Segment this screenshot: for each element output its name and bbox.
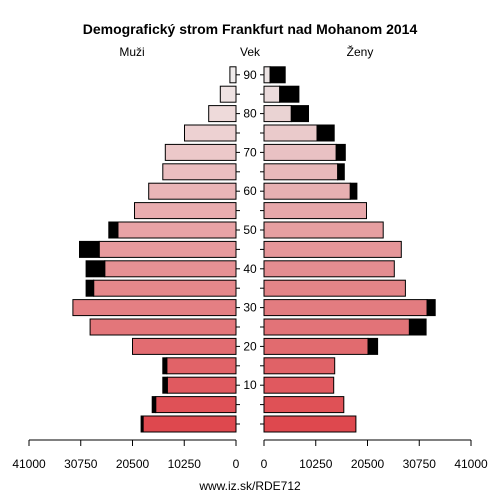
female-bar-75-79 — [263, 124, 318, 142]
male-bar-25-29 — [89, 318, 237, 336]
male-excess-bar-35-39 — [85, 279, 95, 297]
male-bar-85-89 — [219, 85, 237, 103]
female-excess-bar-20-24 — [367, 337, 379, 355]
x-tick-label-right: 10250 — [299, 457, 333, 471]
age-tick-label-10: 10 — [243, 378, 257, 392]
male-bar-0-4 — [142, 415, 237, 433]
male-bar-55-59 — [134, 202, 237, 220]
source-label: www.iz.sk/RDE712 — [198, 479, 301, 493]
age-tick-label-80: 80 — [243, 107, 257, 121]
bars-group — [72, 66, 436, 433]
male-bar-70-74 — [164, 143, 237, 161]
male-excess-bar-40-44 — [85, 260, 106, 278]
female-excess-bar-60-64 — [349, 182, 358, 200]
female-bar-90+ — [263, 66, 271, 84]
center-axis-label: Vek — [240, 45, 261, 59]
female-excess-bar-70-74 — [335, 143, 346, 161]
age-tick-label-40: 40 — [243, 262, 257, 276]
female-excess-bar-80-84 — [290, 105, 309, 123]
female-bar-70-74 — [263, 143, 337, 161]
x-tick-label-right: 30750 — [403, 457, 437, 471]
male-bar-5-9 — [155, 396, 237, 414]
left-series-label: Muži — [119, 45, 144, 59]
right-series-label: Ženy — [347, 44, 374, 59]
female-bar-30-34 — [263, 299, 428, 317]
female-bar-55-59 — [263, 202, 367, 220]
male-excess-bar-0-4 — [140, 415, 144, 433]
male-bar-50-54 — [117, 221, 237, 239]
male-excess-bar-10-14 — [162, 376, 168, 394]
female-bar-0-4 — [263, 415, 357, 433]
female-bar-15-19 — [263, 357, 336, 375]
female-excess-bar-30-34 — [426, 299, 436, 317]
female-excess-bar-90+ — [269, 66, 286, 84]
male-bar-90+ — [229, 66, 237, 84]
female-bar-5-9 — [263, 396, 345, 414]
x-tick-label-right: 20500 — [351, 457, 385, 471]
male-bar-35-39 — [93, 279, 237, 297]
female-bar-25-29 — [263, 318, 410, 336]
male-bar-10-14 — [166, 376, 237, 394]
male-bar-80-84 — [208, 105, 237, 123]
female-bar-45-49 — [263, 240, 402, 258]
male-bar-65-69 — [162, 163, 237, 181]
female-bar-35-39 — [263, 279, 406, 297]
x-tick-label-right: 0 — [261, 457, 268, 471]
male-excess-bar-45-49 — [79, 240, 100, 258]
male-bar-40-44 — [104, 260, 237, 278]
female-excess-bar-75-79 — [316, 124, 335, 142]
x-tick-label-left: 0 — [233, 457, 240, 471]
x-tick-label-left: 20500 — [116, 457, 150, 471]
female-excess-bar-25-29 — [408, 318, 427, 336]
x-tick-label-left: 10250 — [168, 457, 202, 471]
age-tick-label-70: 70 — [243, 145, 257, 159]
male-bar-15-19 — [166, 357, 237, 375]
female-bar-65-69 — [263, 163, 339, 181]
male-bar-75-79 — [184, 124, 237, 142]
male-excess-bar-50-54 — [108, 221, 119, 239]
x-tick-label-right: 41000 — [454, 457, 488, 471]
female-bar-80-84 — [263, 105, 292, 123]
age-tick-label-20: 20 — [243, 339, 257, 353]
chart-title: Demografický strom Frankfurt nad Mohanom… — [83, 21, 418, 37]
male-bar-45-49 — [98, 240, 237, 258]
male-bar-30-34 — [72, 299, 237, 317]
male-excess-bar-15-19 — [162, 357, 168, 375]
age-tick-label-50: 50 — [243, 223, 257, 237]
female-excess-bar-65-69 — [337, 163, 345, 181]
male-excess-bar-5-9 — [151, 396, 157, 414]
axes-group: 10 20 30 40 50 60 70 80 90 0 0 10250 10250 20500 20500… — [12, 68, 488, 471]
female-bar-85-89 — [263, 85, 281, 103]
female-bar-60-64 — [263, 182, 351, 200]
x-tick-label-left: 30750 — [64, 457, 98, 471]
age-tick-label-30: 30 — [243, 301, 257, 315]
male-bar-60-64 — [148, 182, 237, 200]
female-bar-10-14 — [263, 376, 335, 394]
age-tick-label-60: 60 — [243, 184, 257, 198]
female-bar-20-24 — [263, 337, 369, 355]
female-bar-40-44 — [263, 260, 395, 278]
age-tick-label-90: 90 — [243, 68, 257, 82]
female-excess-bar-85-89 — [279, 85, 300, 103]
female-bar-50-54 — [263, 221, 384, 239]
x-tick-label-left: 41000 — [12, 457, 46, 471]
male-bar-20-24 — [132, 337, 237, 355]
